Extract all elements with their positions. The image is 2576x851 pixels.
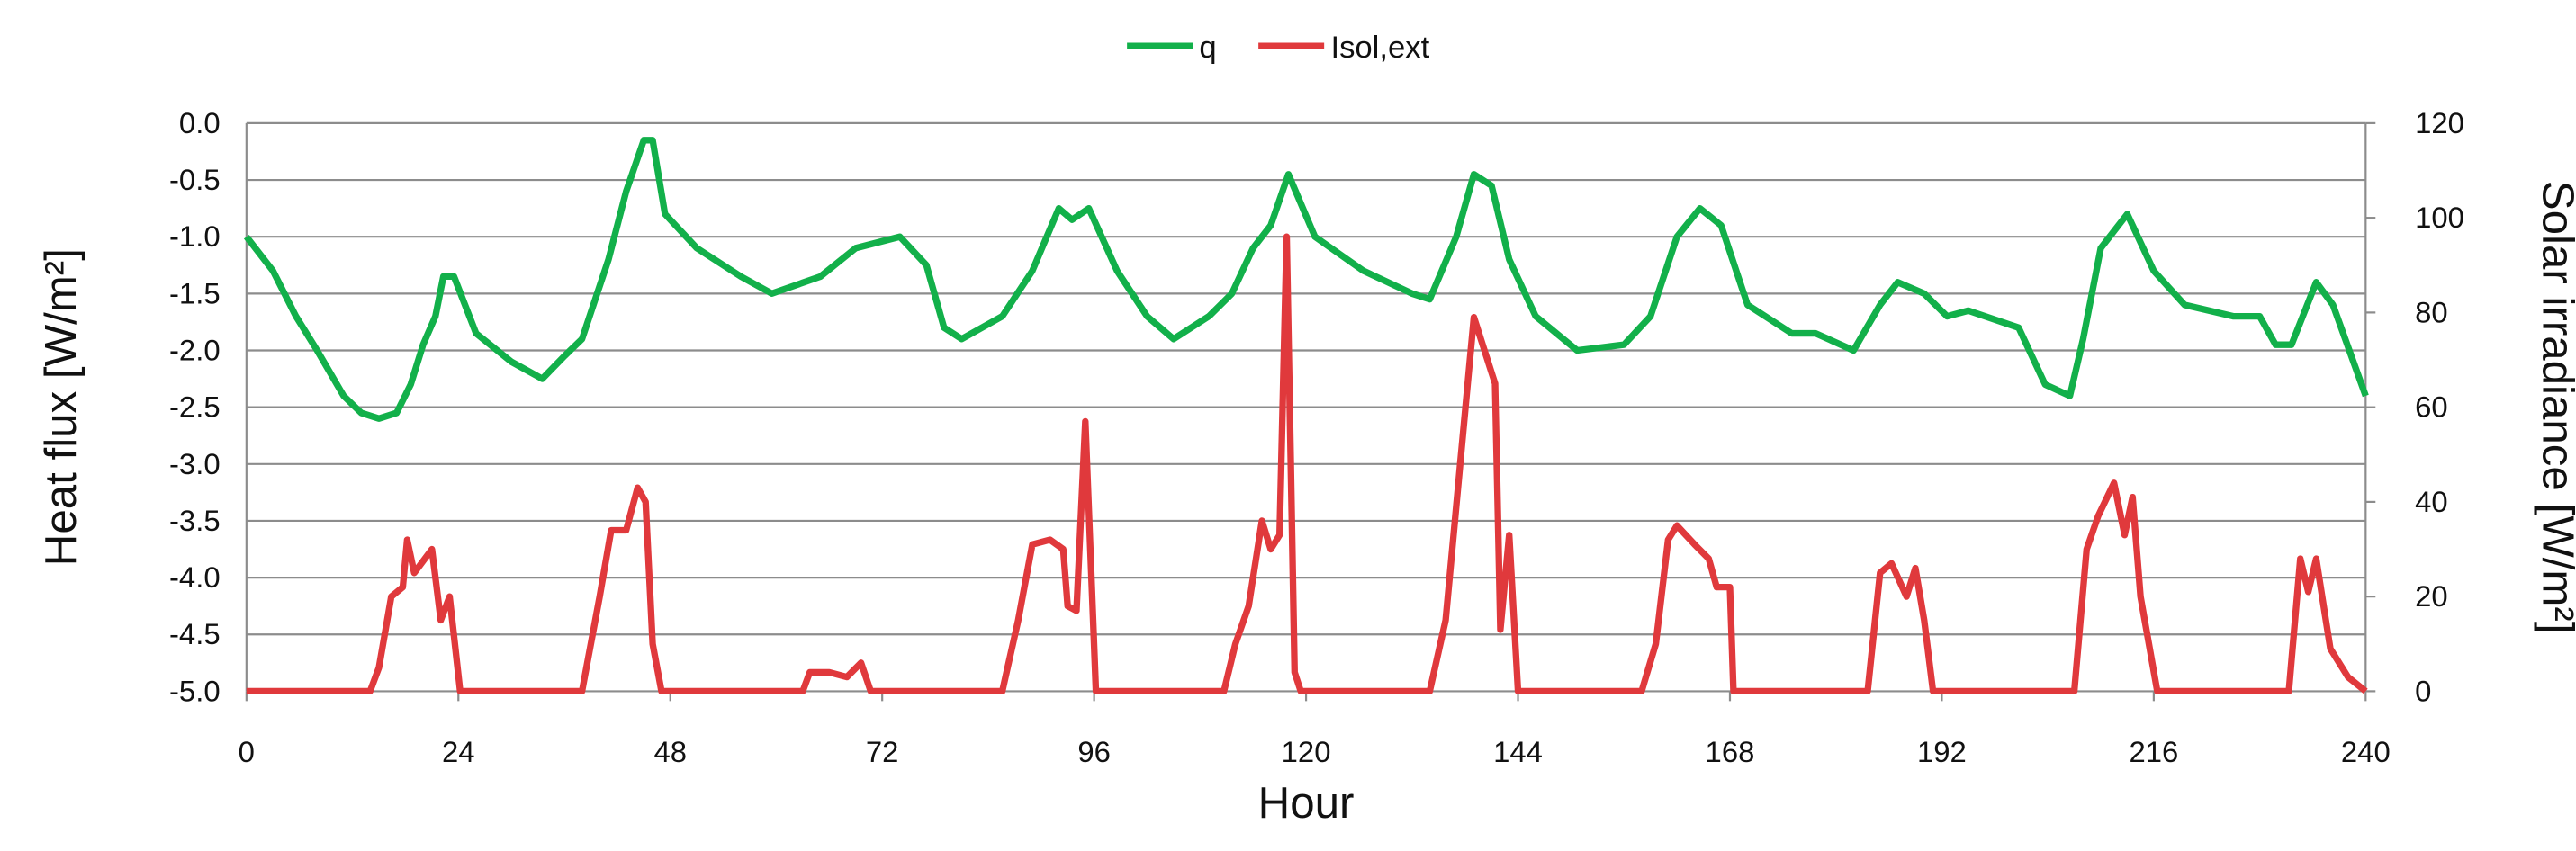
series-line — [243, 137, 2369, 422]
y-tick-label: -1.0 — [169, 219, 221, 253]
y2-tick-label: 100 — [2415, 201, 2464, 234]
y2-tick-label: 20 — [2415, 579, 2448, 613]
series-line — [246, 233, 2368, 695]
x-tick-label: 120 — [1282, 735, 1331, 768]
x-tick-label: 0 — [239, 735, 255, 768]
x-tick-label: 192 — [1917, 735, 1967, 768]
y-tick-label: -3.5 — [169, 504, 221, 537]
y-tick-label: -1.5 — [169, 276, 221, 309]
y-tick-label: -5.0 — [169, 674, 221, 707]
y2-tick-label: 40 — [2415, 485, 2448, 518]
x-tick-label: 48 — [653, 735, 687, 768]
y-tick-label: -0.5 — [169, 163, 221, 196]
x-tick-label: 144 — [1493, 735, 1543, 768]
y-tick-label: 0.0 — [179, 106, 221, 139]
y-tick-label: -3.0 — [169, 447, 221, 480]
x-tick-label: 96 — [1077, 735, 1111, 768]
y-tick-label: -4.0 — [169, 560, 221, 594]
x-tick-label: 216 — [2129, 735, 2178, 768]
y2-tick-label: 0 — [2415, 674, 2431, 707]
y2-tick-label: 60 — [2415, 390, 2448, 424]
y-tick-label: -2.5 — [169, 390, 221, 424]
y2-tick-label: 80 — [2415, 295, 2448, 328]
x-tick-label: 72 — [866, 735, 899, 768]
x-tick-label: 168 — [1706, 735, 1755, 768]
x-axis-title: Hour — [1258, 778, 1355, 828]
legend-label: q — [1199, 31, 1216, 65]
x-tick-label: 240 — [2341, 735, 2391, 768]
x-tick-label: 24 — [442, 735, 475, 768]
y2-axis-title: Solar irradiance [W/m²] — [2533, 181, 2576, 634]
y-tick-label: -4.5 — [169, 617, 221, 650]
y2-tick-label: 120 — [2415, 106, 2464, 139]
y-axis-title: Heat flux [W/m²] — [36, 248, 86, 566]
y-tick-label: -2.0 — [169, 333, 221, 366]
legend-label: Isol,ext — [1330, 31, 1429, 65]
